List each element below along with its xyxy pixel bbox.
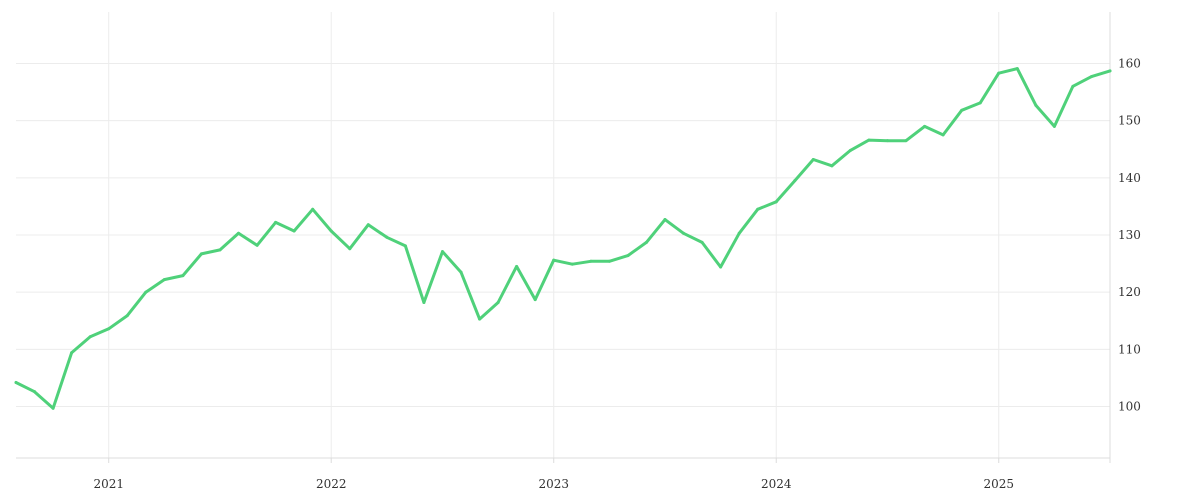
data-point [162, 278, 166, 282]
data-point [978, 101, 982, 105]
data-point [199, 252, 203, 256]
data-point [997, 71, 1001, 75]
y-tick-label: 120 [1118, 285, 1141, 299]
data-point [533, 298, 537, 302]
data-point [644, 240, 648, 244]
y-tick-label: 140 [1118, 171, 1141, 185]
data-point [756, 207, 760, 211]
data-point [552, 258, 556, 262]
data-point [70, 351, 74, 355]
data-point [941, 133, 945, 137]
data-point [329, 229, 333, 233]
data-point [107, 327, 111, 331]
data-point [607, 259, 611, 263]
data-point [719, 265, 723, 269]
data-point [1015, 67, 1019, 71]
series-line [14, 67, 1112, 410]
data-point [663, 218, 667, 222]
data-point [255, 243, 259, 247]
data-point [923, 124, 927, 128]
y-tick-label: 130 [1118, 228, 1141, 242]
x-tick-label: 2025 [983, 477, 1014, 491]
y-tick-label: 150 [1118, 114, 1141, 128]
data-point [867, 138, 871, 142]
data-point [51, 406, 55, 410]
series-layer [14, 67, 1112, 410]
data-point [218, 248, 222, 252]
data-point [774, 200, 778, 204]
data-point [348, 247, 352, 251]
data-point [960, 108, 964, 112]
axes [16, 12, 1111, 463]
y-tick-label: 160 [1118, 56, 1141, 70]
data-point [830, 164, 834, 168]
data-point [904, 139, 908, 143]
data-point [385, 235, 389, 239]
data-point [422, 300, 426, 304]
data-point [311, 207, 315, 211]
tick-labels: 100 110 120 130 140 150 160 2021 2022 2023 2024 202… [93, 56, 1140, 491]
data-point [682, 231, 686, 235]
data-point [626, 254, 630, 258]
series-points [14, 67, 1112, 410]
data-point [125, 314, 129, 318]
data-point [440, 250, 444, 254]
data-point [292, 229, 296, 233]
y-tick-label: 100 [1118, 400, 1141, 414]
data-point [811, 158, 815, 162]
grid [16, 12, 1110, 458]
data-point [793, 179, 797, 183]
data-point [589, 259, 593, 263]
data-point [144, 290, 148, 294]
data-point [403, 244, 407, 248]
x-tick-label: 2022 [316, 477, 347, 491]
data-point [700, 240, 704, 244]
data-point [1089, 75, 1093, 79]
data-point [181, 274, 185, 278]
data-point [1071, 84, 1075, 88]
data-point [1108, 69, 1112, 73]
x-tick-label: 2024 [761, 477, 792, 491]
data-point [496, 300, 500, 304]
data-point [88, 335, 92, 339]
data-point [478, 317, 482, 321]
data-point [1052, 124, 1056, 128]
data-point [274, 220, 278, 224]
data-point [33, 390, 37, 394]
data-point [459, 270, 463, 274]
x-tick-label: 2023 [538, 477, 569, 491]
data-point [885, 139, 889, 143]
data-point [570, 262, 574, 266]
data-point [848, 148, 852, 152]
data-point [14, 381, 18, 385]
data-point [737, 231, 741, 235]
y-tick-label: 110 [1118, 342, 1141, 356]
x-tick-label: 2021 [93, 477, 124, 491]
data-point [1034, 103, 1038, 107]
data-point [515, 264, 519, 268]
data-point [237, 231, 241, 235]
data-point [366, 223, 370, 227]
